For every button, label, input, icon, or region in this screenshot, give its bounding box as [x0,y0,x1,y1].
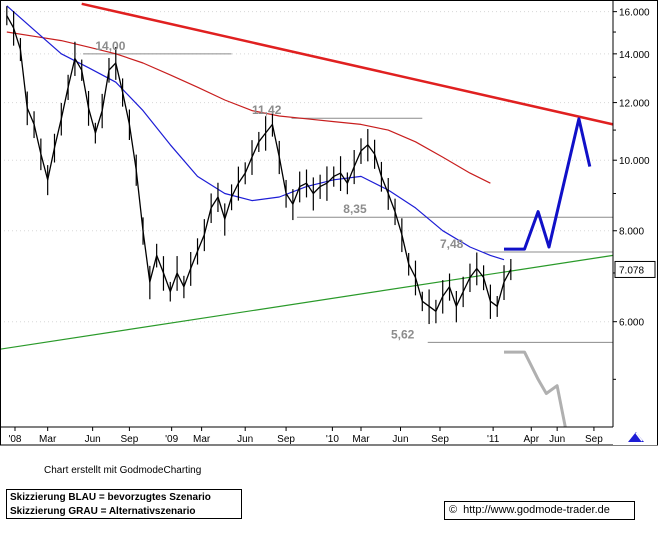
x-tick-label: Jun [392,434,408,445]
x-tick-label: Sep [431,434,449,445]
x-tick-label: Apr [523,434,539,445]
y-tick-label: 14.000 [619,50,650,61]
last-price-label: 7.078 [619,265,644,276]
x-tick-label: Mar [39,434,57,445]
x-tick-label: Jun [549,434,565,445]
scenario-grey-path [504,350,567,428]
y-tick-label: 12.000 [619,99,650,110]
y-tick-label: 6.000 [619,318,644,329]
x-tick-label: Jun [237,434,253,445]
scenario-legend: Skizzierung BLAU = bevorzugtes Szenario … [6,489,242,519]
y-tick-label: 8.000 [619,227,644,238]
legend-blue-text: Skizzierung BLAU = bevorzugtes Szenario [10,492,211,503]
x-tick-label: Mar [352,434,370,445]
x-tick-label: '11 [487,434,500,445]
website-url[interactable]: http://www.godmode-trader.de [463,504,610,516]
level-label: 7,48 [440,237,464,251]
website-link[interactable]: © http://www.godmode-trader.de [444,501,635,520]
x-tick-label: '09 [165,434,178,445]
x-tick-label: Mar [193,434,211,445]
copyright-icon: © [449,504,458,516]
zoom-corner-icon[interactable] [613,427,657,445]
level-label: 8,35 [343,202,367,216]
scenario-blue-path [504,117,592,251]
y-tick-label: 16.000 [619,8,650,19]
x-tick-label: Sep [585,434,603,445]
level-label: 11,42 [252,103,282,117]
resistance-trendline [81,2,614,126]
moving-average-50 [6,5,505,261]
x-tick-label: '10 [326,434,339,445]
level-label: 14,00 [95,39,125,53]
last-price-box [614,260,656,278]
y-tick-label: 10.000 [619,156,650,167]
chart-credit: Chart erstellt mit GodmodeCharting [44,465,202,476]
x-tick-label: Sep [277,434,295,445]
x-tick-label: '08 [8,434,21,445]
moving-average-200 [6,31,491,184]
x-tick-label: Sep [121,434,139,445]
x-tick-label: Jun [85,434,101,445]
level-label: 5,62 [391,327,415,341]
legend-grey-text: Skizzierung GRAU = Alternativszenario [10,506,196,517]
